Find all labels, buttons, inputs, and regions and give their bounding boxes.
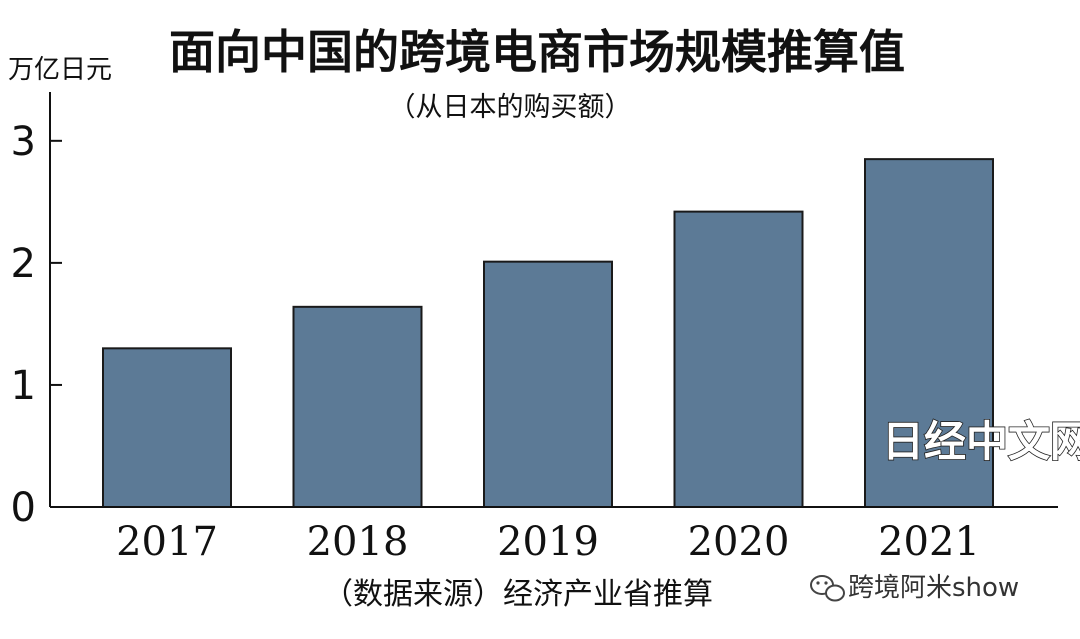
axes: 2017 2018 2019 2020 2021 0 1 2 3 xyxy=(11,92,1058,565)
y-tick-label: 1 xyxy=(11,363,36,409)
bar-2017 xyxy=(102,347,232,508)
x-tick-label: 2018 xyxy=(307,519,409,565)
y-axis-unit-label: 万亿日元 xyxy=(8,55,112,85)
chart-title: 面向中国的跨境电商市场规模推算值 xyxy=(169,25,905,79)
wechat-icon xyxy=(810,575,845,602)
y-tick-label: 3 xyxy=(11,119,36,165)
bars-layer xyxy=(102,158,994,509)
chart-subtitle: （从日本的购买额） xyxy=(389,92,632,123)
x-tick-label: 2020 xyxy=(688,519,790,565)
bar-2021 xyxy=(864,158,994,508)
bar-2018 xyxy=(292,305,423,508)
account-watermark-text: 跨境阿米show xyxy=(848,573,1019,603)
nikkei-watermark: 日经中文网 xyxy=(881,416,1080,467)
source-note: （数据来源）经济产业省推算 xyxy=(323,577,713,612)
y-tick-label: 2 xyxy=(11,241,36,287)
y-tick-label: 0 xyxy=(11,485,36,531)
x-tick-label: 2019 xyxy=(497,519,599,565)
x-tick-label: 2017 xyxy=(116,519,218,565)
bar-2019 xyxy=(483,260,613,509)
nikkei-watermark-text: 日经中文网 xyxy=(882,417,1080,466)
account-watermark: 跨境阿米show xyxy=(810,573,1019,603)
x-tick-label: 2021 xyxy=(878,519,980,565)
bar-2020 xyxy=(673,210,804,508)
